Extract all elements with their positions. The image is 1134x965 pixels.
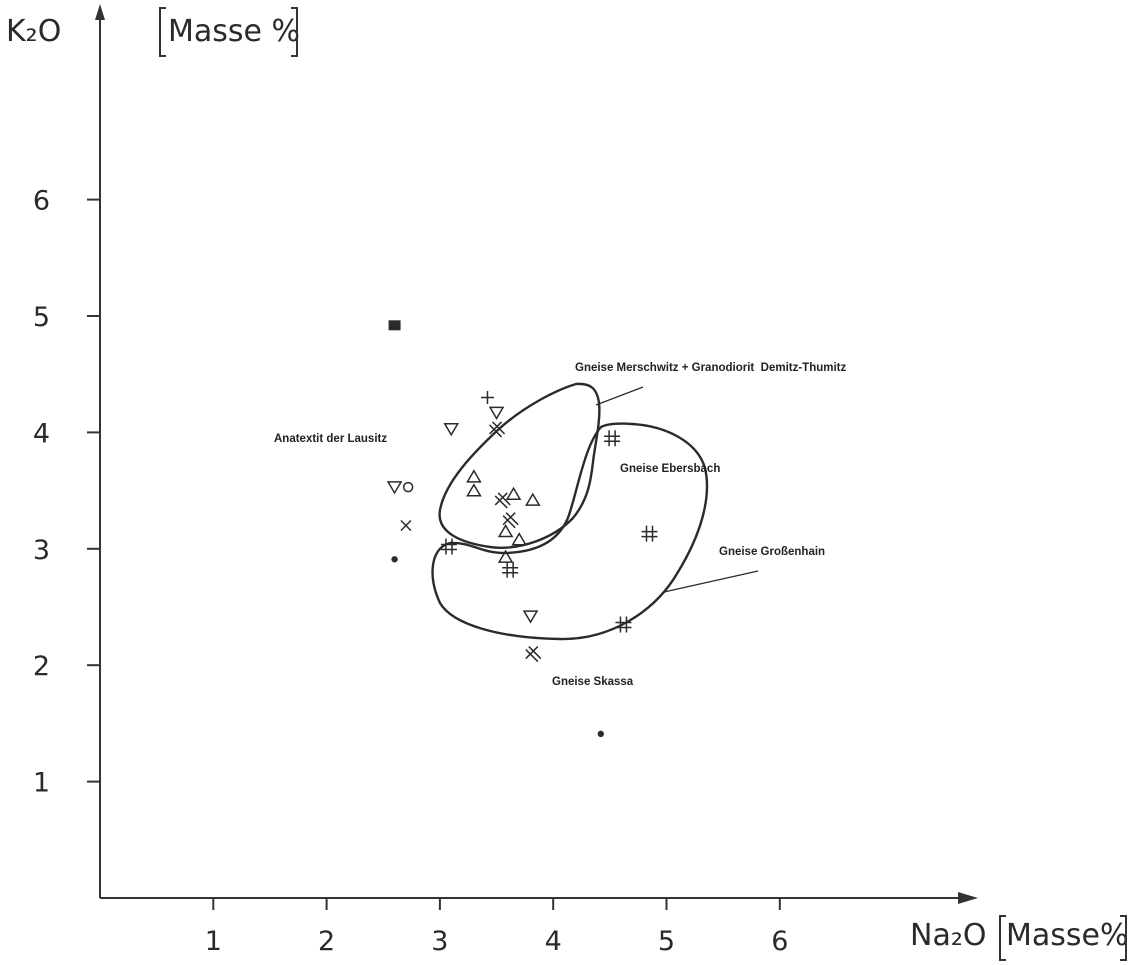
point-double-x xyxy=(502,512,519,529)
point-triangle-up xyxy=(511,532,528,546)
x-tick-label: 3 xyxy=(431,926,448,957)
axes xyxy=(95,4,978,904)
y-tick-label: 4 xyxy=(33,418,50,449)
leader-lines xyxy=(595,386,759,593)
x-axis-unit: Masse% xyxy=(1006,918,1129,953)
point-double-x xyxy=(525,646,542,663)
label-ebersbach: Gneise Ebersbach xyxy=(620,463,720,475)
point-triangle-up xyxy=(466,483,482,497)
point-dot xyxy=(597,730,604,738)
point-double-x xyxy=(494,492,511,509)
x-unit-bracket-right xyxy=(1120,915,1127,961)
y-tick-label: 1 xyxy=(33,768,50,799)
point-triangle-down xyxy=(386,481,403,495)
point-plus xyxy=(480,390,494,404)
point-triangle-down xyxy=(443,422,460,437)
point-hash xyxy=(604,430,621,447)
x-axis-arrow xyxy=(958,892,978,904)
label-grossenhain: Gneise Großenhain xyxy=(719,546,825,558)
y-tick-label: 3 xyxy=(33,535,50,566)
point-square xyxy=(388,320,401,331)
y-axis-label: K₂O xyxy=(6,14,61,49)
point-triangle-down xyxy=(522,610,539,624)
point-x xyxy=(400,519,412,532)
label-skassa: Gneise Skassa xyxy=(552,676,634,688)
x-axis-title: Na₂O Masse% xyxy=(910,915,1129,961)
x-tick-label: 2 xyxy=(318,926,335,957)
leader-grossenhain xyxy=(663,570,759,593)
point-triangle-up xyxy=(524,492,541,506)
x-tick-label: 4 xyxy=(545,926,562,957)
point-triangle-up xyxy=(505,486,522,501)
y-axis-title: K₂O Masse % xyxy=(6,7,300,57)
data-points xyxy=(386,320,658,738)
y-unit-bracket-left xyxy=(159,7,166,57)
point-hash xyxy=(502,561,519,578)
region-ebersbach-grossenhain-outline xyxy=(431,422,709,641)
label-anatextit: Anatextit der Lausitz xyxy=(274,433,387,445)
point-double-x xyxy=(489,421,506,438)
x-tick-label: 1 xyxy=(205,926,222,957)
point-hash xyxy=(615,616,632,633)
y-unit-bracket-right xyxy=(291,7,298,57)
region-merschwitz-outline xyxy=(438,382,601,549)
point-hash xyxy=(440,538,457,555)
label-merschwitz: Gneise Merschwitz + Granodiorit Demitz-T… xyxy=(575,362,846,374)
y-tick-label: 5 xyxy=(33,302,50,333)
point-triangle-up xyxy=(497,524,514,538)
y-axis-arrow xyxy=(95,4,105,20)
point-triangle-up xyxy=(466,469,482,483)
point-hash xyxy=(641,525,658,542)
y-tick-label: 6 xyxy=(33,186,50,217)
y-axis-unit: Masse % xyxy=(168,14,300,49)
point-circle xyxy=(402,481,414,493)
leader-merschwitz xyxy=(595,386,644,406)
point-dot xyxy=(391,556,398,563)
regions xyxy=(431,382,709,641)
region-labels: Gneise Merschwitz + Granodiorit Demitz-T… xyxy=(274,362,846,688)
x-tick-label: 6 xyxy=(771,926,788,957)
x-ticks: 1 2 3 4 5 6 xyxy=(205,898,788,957)
x-tick-label: 5 xyxy=(658,926,675,957)
point-triangle-up xyxy=(497,549,514,563)
y-tick-label: 2 xyxy=(33,651,50,682)
x-axis-label: Na₂O xyxy=(910,918,986,953)
y-ticks: 1 2 3 4 5 6 xyxy=(33,186,100,799)
x-unit-bracket-left xyxy=(999,915,1006,961)
point-triangle-down xyxy=(488,406,505,420)
